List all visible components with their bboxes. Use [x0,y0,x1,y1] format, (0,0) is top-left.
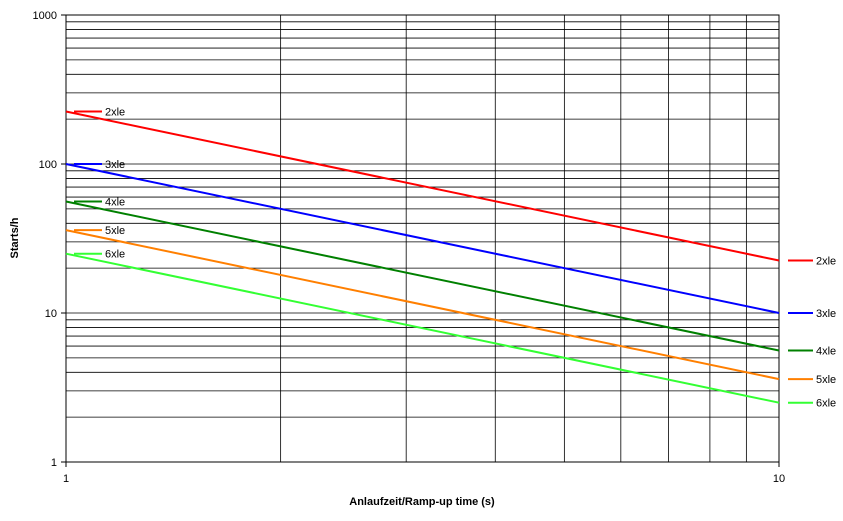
series-line-4xle [65,200,780,352]
legend-label: 2xle [816,256,836,268]
labels-layer: 2xle 3xle 4xle 5xle 6xle [74,107,125,261]
series-line-3xle [65,163,780,314]
series-line-2xle [65,110,780,262]
series-label: 6xle [105,249,125,261]
grid [66,15,779,462]
y-tick-label: 10 [45,308,57,320]
legend: 2xle 3xle 4xle 5xle 6xle [788,256,836,410]
y-axis-title: Starts/h [9,217,21,258]
legend-label: 4xle [816,346,836,358]
series-line-6xle [65,252,780,404]
series-layer [65,110,780,404]
series-label: 5xle [105,225,125,237]
ticks-layer: 1 10 100 1000 1 10 [33,10,786,485]
legend-label: 5xle [816,374,836,386]
legend-label: 6xle [816,398,836,410]
y-tick-label: 1000 [33,10,57,22]
y-tick-label: 1 [51,457,57,469]
series-label: 2xle [105,107,125,119]
y-tick-label: 100 [39,159,57,171]
series-label: 4xle [105,197,125,209]
x-tick-label: 1 [63,473,69,485]
series-line-5xle [65,229,780,381]
x-tick-label: 10 [773,473,785,485]
x-axis-title: Anlaufzeit/Ramp-up time (s) [349,496,495,508]
series-label: 3xle [105,159,125,171]
legend-label: 3xle [816,308,836,320]
plot-frame [65,14,780,463]
